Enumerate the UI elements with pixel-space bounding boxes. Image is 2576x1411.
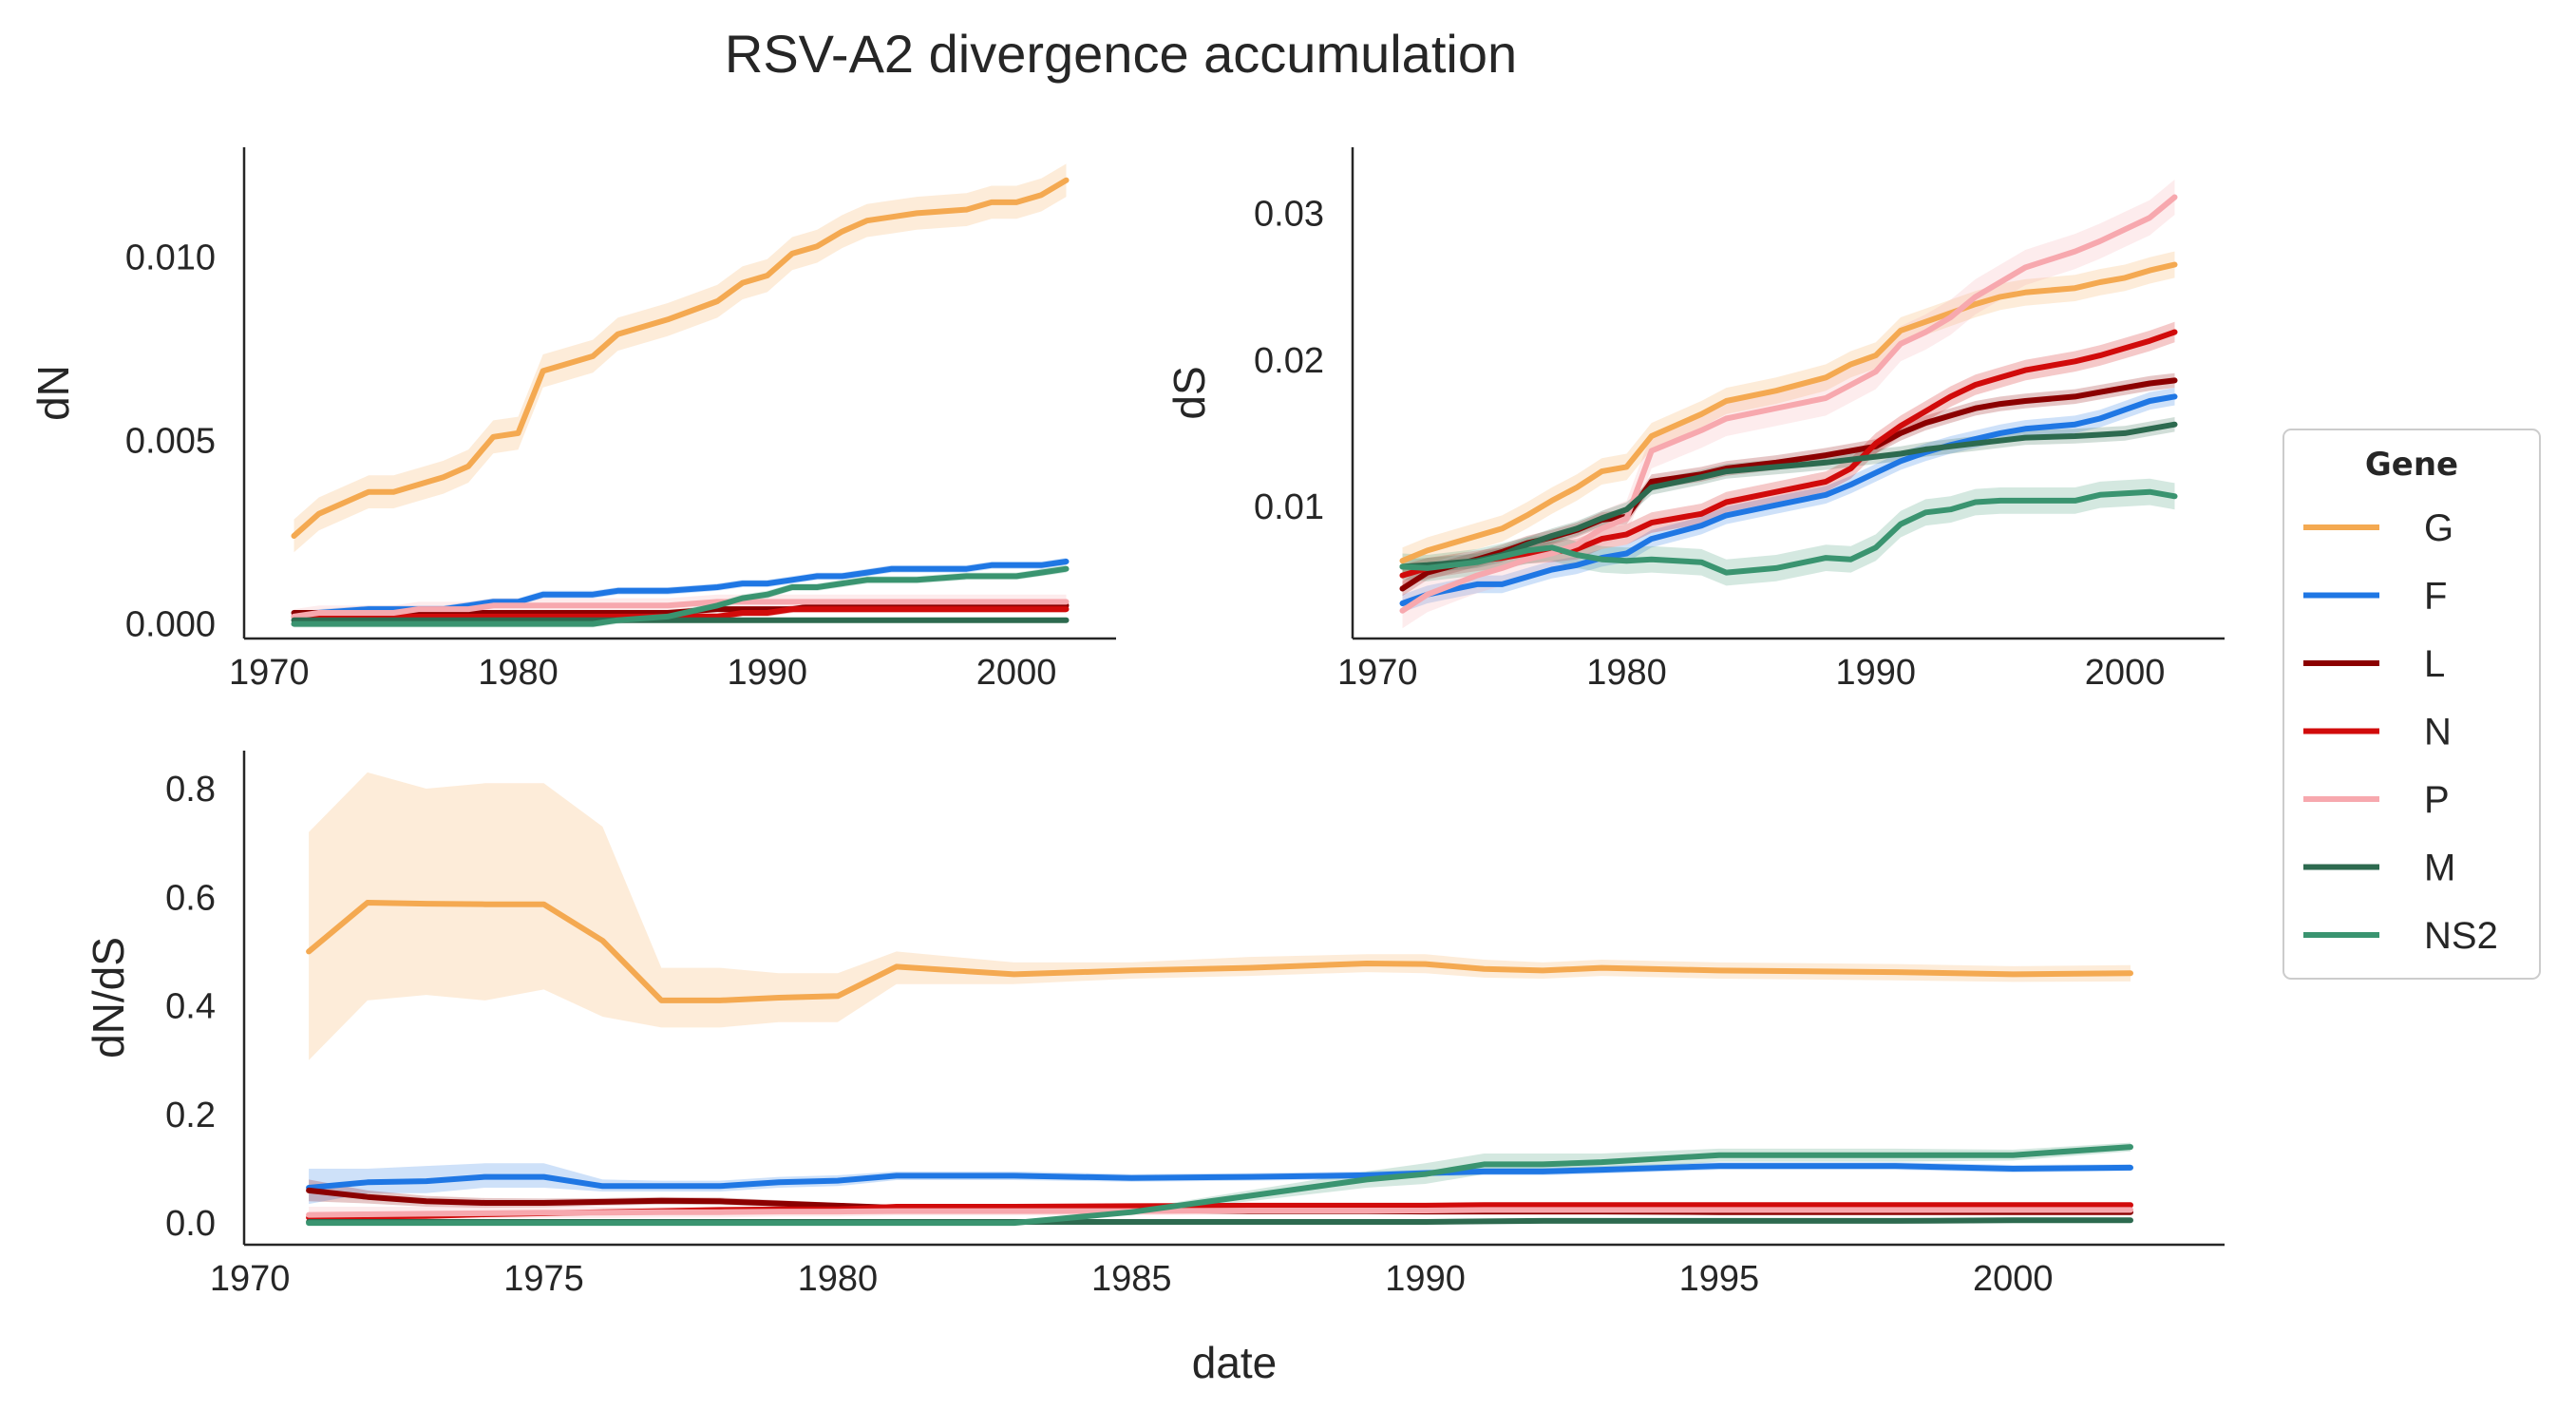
dn-line-ns2 [291, 565, 1070, 627]
ds-y-axis-label: dS [1165, 366, 1214, 419]
dnds-band-ns2 [309, 1142, 2131, 1224]
figure-title: RSV-A2 divergence accumulation [725, 24, 1517, 84]
ds-line-f [1399, 393, 2178, 606]
dn-y-tick-label: 0.010 [125, 238, 216, 278]
dnds-x-axis-label: date [1192, 1338, 1278, 1387]
ds-line-ns2 [1399, 488, 2178, 576]
dn-line-g [291, 177, 1070, 539]
ds-x-tick-label: 1990 [1836, 653, 1917, 693]
legend-label-m: M [2424, 848, 2455, 889]
ds-x-tick-label: 2000 [2085, 653, 2166, 693]
dn-line-n [291, 606, 1070, 620]
dn-line-p [291, 599, 1070, 620]
dnds-x-tick-label: 1970 [210, 1259, 291, 1299]
ds-line-m [1399, 421, 2178, 570]
dnds-y-tick-label: 0.0 [165, 1204, 216, 1244]
dn-plot-area [291, 163, 1070, 628]
dn-y-tick-label: 0.000 [125, 605, 216, 645]
ds-line-n [1399, 329, 2178, 579]
ds-line-g [1399, 261, 2178, 564]
dnds-y-tick-label: 0.8 [165, 770, 216, 810]
ds-line-p [1399, 194, 2178, 614]
dnds-y-tick-label: 0.6 [165, 878, 216, 918]
dnds-panel: 1970 1975 1980 1985 1990 1995 2000 0.0 0.2 0.4 0.6… [84, 751, 2225, 1387]
dnds-line-ns2 [306, 1144, 2133, 1227]
dnds-y-tick-label: 0.4 [165, 987, 216, 1027]
dnds-x-tick-label: 1995 [1679, 1259, 1760, 1299]
dnds-band-g [309, 772, 2131, 1060]
legend-label-l: L [2424, 643, 2445, 685]
dnds-x-tick-label: 1975 [503, 1259, 584, 1299]
legend-label-ns2: NS2 [2424, 915, 2498, 957]
dn-band-g [294, 163, 1067, 553]
dnds-y-axis-label: dN/dS [84, 937, 133, 1058]
ds-panel: 1970 1980 1990 2000 0.01 0.02 0.03 dS [1165, 147, 2225, 693]
ds-y-tick-label: 0.03 [1254, 194, 1324, 234]
ds-band-n [1402, 321, 2175, 586]
legend-title: Gene [2365, 446, 2458, 484]
dn-x-tick-label: 1990 [728, 653, 808, 693]
legend-label-f: F [2424, 576, 2447, 618]
ds-plot-area [1399, 180, 2178, 629]
ds-y-tick-label: 0.02 [1254, 341, 1324, 381]
dnds-y-tick-label: 0.2 [165, 1096, 216, 1135]
ds-y-tick-label: 0.01 [1254, 487, 1324, 527]
dnds-x-tick-label: 1990 [1385, 1259, 1466, 1299]
dnds-x-tick-label: 2000 [1973, 1259, 2054, 1299]
dn-y-axis-label: dN [28, 365, 78, 421]
dn-x-tick-label: 1970 [229, 653, 310, 693]
dnds-x-tick-label: 1980 [798, 1259, 879, 1299]
dn-panel: 1970 1980 1990 2000 0.000 0.005 0.010 dN [28, 147, 1116, 693]
legend-label-g: G [2424, 507, 2453, 549]
dnds-line-g [306, 900, 2133, 1003]
dn-x-tick-label: 2000 [976, 653, 1057, 693]
legend-frame [2282, 429, 2541, 980]
dn-x-tick-label: 1980 [478, 653, 559, 693]
dnds-line-p [306, 1207, 2133, 1218]
ds-x-tick-label: 1970 [1337, 653, 1418, 693]
dnds-line-f [306, 1163, 2133, 1191]
dn-y-tick-label: 0.005 [125, 422, 216, 462]
dnds-x-tick-label: 1985 [1091, 1259, 1172, 1299]
legend-label-p: P [2424, 779, 2450, 821]
legend-label-n: N [2424, 712, 2452, 753]
ds-x-tick-label: 1980 [1586, 653, 1667, 693]
dn-line-l [291, 602, 1070, 616]
dnds-plot-area [306, 772, 2133, 1227]
